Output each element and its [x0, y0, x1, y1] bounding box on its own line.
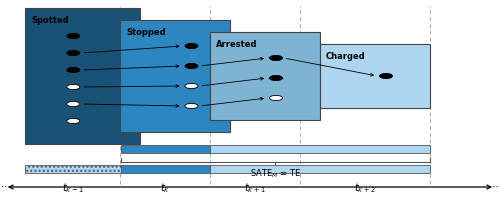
Circle shape: [185, 103, 198, 109]
Bar: [120, 20, 230, 132]
Circle shape: [270, 75, 282, 81]
Circle shape: [185, 63, 198, 69]
Bar: [210, 145, 430, 153]
Bar: [121, 165, 210, 173]
Text: $t_k$: $t_k$: [160, 181, 170, 195]
Bar: [210, 32, 320, 120]
Text: ⋯: ⋯: [489, 182, 499, 192]
Bar: [210, 165, 430, 173]
Circle shape: [270, 55, 282, 61]
Text: $t_{k+1}$: $t_{k+1}$: [244, 181, 266, 195]
Text: SATE$_M$ = TE: SATE$_M$ = TE: [250, 168, 301, 180]
Circle shape: [67, 33, 80, 39]
Circle shape: [185, 43, 198, 49]
Bar: [320, 44, 430, 108]
Circle shape: [67, 50, 80, 56]
Text: ⋯: ⋯: [1, 182, 11, 192]
Text: Arrested: Arrested: [216, 40, 258, 49]
Text: Charged: Charged: [326, 52, 366, 61]
Circle shape: [67, 101, 80, 107]
Bar: [121, 145, 210, 153]
Circle shape: [67, 118, 80, 124]
Text: $t_{k+2}$: $t_{k+2}$: [354, 181, 376, 195]
Bar: [25, 165, 121, 173]
Text: Spotted: Spotted: [31, 16, 69, 25]
Circle shape: [185, 83, 198, 89]
Circle shape: [67, 67, 80, 73]
Circle shape: [270, 95, 282, 101]
Bar: [25, 8, 140, 144]
Text: Stopped: Stopped: [126, 28, 166, 37]
Circle shape: [380, 73, 392, 79]
Text: $t_{k-1}$: $t_{k-1}$: [62, 181, 84, 195]
Circle shape: [67, 84, 80, 90]
